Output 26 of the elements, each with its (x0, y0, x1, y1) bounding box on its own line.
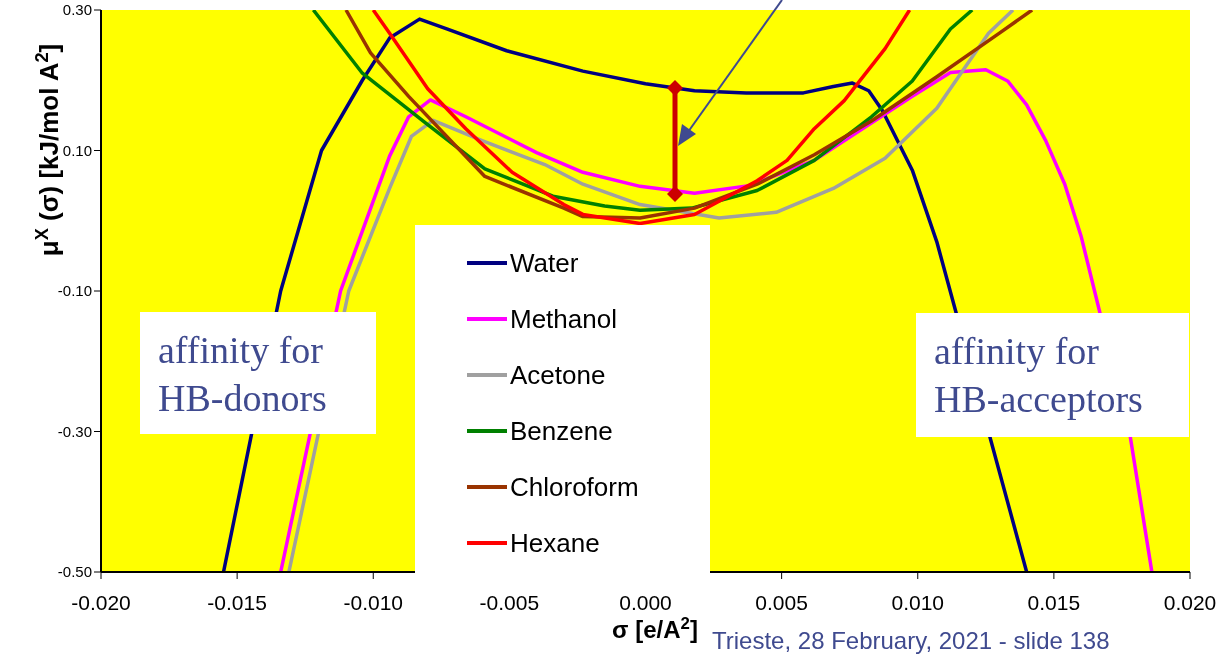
annotation: affinity for HB-donors (140, 312, 376, 434)
y-tick-label: -0.10 (57, 282, 92, 300)
legend-label: Benzene (510, 415, 613, 447)
x-tick-label: 0.020 (1163, 590, 1217, 614)
x-tick-label: -0.010 (343, 590, 404, 614)
y-tick-label: 0.30 (62, 1, 92, 19)
line-series (344, 10, 1034, 220)
legend-label: Methanol (510, 303, 617, 335)
line-series (371, 10, 912, 226)
x-tick-label: 0.015 (1027, 590, 1081, 614)
text: Trieste, 28 February, 2021 - slide 138 (712, 627, 1110, 655)
legend-label: Chloroform (510, 471, 639, 503)
y-tick-label: -0.50 (57, 563, 92, 581)
x-tick-label: 0.005 (755, 590, 808, 614)
legend-label: Acetone (510, 359, 606, 391)
x-tick-label: -0.015 (207, 590, 267, 614)
y-tick-label: 0.10 (62, 141, 92, 159)
annotation: affinity for HB-acceptors (916, 313, 1189, 437)
x-tick-label: 0.000 (619, 590, 672, 614)
legend-label: Hexane (510, 527, 600, 559)
x-tick-label: -0.020 (71, 590, 131, 614)
x-tick-label: -0.005 (479, 590, 540, 614)
legend-label: Water (510, 247, 579, 279)
x-axis-title: σ [e/A$^{2}$] (612, 613, 698, 643)
y-tick-label: -0.30 (57, 422, 92, 440)
x-tick-label: 0.010 (891, 590, 945, 614)
